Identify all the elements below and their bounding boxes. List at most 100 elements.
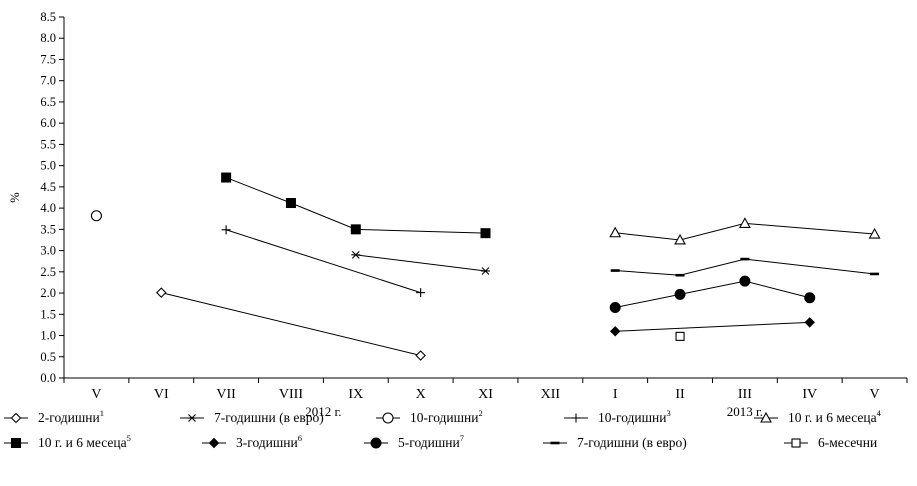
legend-label-text: 7-годишни (в евро)	[214, 410, 324, 425]
legend-label: 10 г. и 6 месеца4	[788, 408, 882, 425]
data-point	[760, 411, 772, 423]
x-tick-label: V	[91, 387, 101, 402]
series-line	[225, 229, 421, 294]
legend-item: 10 г. и 6 месеца5	[4, 433, 131, 450]
y-tick-label: 3.5	[40, 222, 56, 236]
legend-item: 10 г. и 6 месеца4	[754, 408, 882, 425]
y-tick-label: 6.0	[40, 116, 56, 130]
y-tick-label: 0.5	[40, 350, 56, 364]
y-tick-label: 4.5	[40, 180, 56, 194]
x-tick-label: IV	[802, 387, 817, 402]
legend-item: 10-годишни3	[564, 408, 671, 425]
y-tick-label: 8.5	[40, 10, 56, 24]
series-7	[609, 317, 815, 337]
data-point	[804, 292, 816, 304]
year-label: 2013 г.	[727, 404, 763, 419]
data-point	[221, 172, 232, 183]
y-tick-label: 1.0	[40, 329, 56, 343]
data-point	[221, 225, 231, 235]
x-tick-label: VI	[154, 387, 169, 402]
data-point	[416, 288, 426, 298]
legend-label-text: 3-годишни	[236, 435, 298, 450]
series-line	[615, 280, 810, 308]
star-stroke	[481, 267, 490, 275]
y-tick-label: 1.5	[40, 307, 56, 321]
legend-item: 3-годишни6	[202, 433, 302, 450]
series-4	[221, 225, 426, 298]
data-point	[610, 269, 620, 272]
data-point	[870, 272, 880, 276]
legend-footnote-mark: 7	[460, 433, 464, 443]
series-5	[609, 217, 881, 245]
y-tick-label: 2.5	[40, 265, 56, 279]
series-10	[675, 331, 685, 341]
y-tick-label: 0.0	[40, 371, 56, 385]
data-point	[740, 257, 750, 261]
data-point	[739, 275, 751, 287]
series-2	[351, 250, 490, 275]
data-point	[675, 331, 685, 341]
legend-label: 10-годишни3	[598, 408, 671, 425]
x-tick-label: X	[416, 387, 426, 402]
y-tick-label: 2.0	[40, 286, 56, 300]
series-8	[609, 275, 816, 313]
series-line	[615, 258, 875, 276]
data-point	[11, 438, 21, 448]
series-line	[161, 292, 421, 356]
data-point	[609, 326, 621, 337]
x-tick-label: XI	[478, 387, 493, 402]
series-line	[615, 222, 875, 241]
data-point	[382, 412, 394, 424]
y-tick-label: 6.5	[40, 95, 56, 109]
data-point	[550, 441, 560, 445]
legend-label: 2-годишни1	[38, 408, 104, 425]
data-point	[804, 317, 815, 328]
data-point	[155, 287, 167, 298]
y-tick-label: 7.5	[40, 52, 56, 66]
legend-label-text: 10-годишни	[410, 410, 479, 425]
legend-footnote-mark: 2	[479, 408, 483, 418]
legend-label: 3-годишни6	[236, 433, 302, 450]
axes: 0.0 0.5 1.0 1.5 2.0 2.5 3.0 3.5 4.0 4.5 5.0 5.5 6.0 6…	[8, 10, 908, 419]
legend-label: 7-годишни (в евро)	[577, 435, 687, 450]
series-6	[221, 172, 491, 239]
data-point	[609, 301, 621, 313]
legend-label: 7-годишни (в евро)	[214, 410, 324, 425]
star-stroke	[188, 414, 196, 422]
legend-label-text: 10-годишни	[598, 410, 667, 425]
legend-item: 5-годишни7	[364, 433, 464, 450]
legend-item: 10-годишни2	[376, 408, 483, 425]
data-point	[738, 217, 751, 228]
star-stroke	[351, 250, 360, 259]
legend-item: 7-годишни (в евро)	[180, 410, 324, 425]
data-point	[415, 350, 426, 361]
series-3	[90, 210, 102, 222]
y-tick-label: 5.0	[40, 159, 56, 173]
legend-label: 10 г. и 6 месеца5	[38, 433, 131, 450]
legend-label-text: 10 г. и 6 месеца	[788, 410, 877, 425]
legend-label: 5-годишни7	[398, 433, 464, 450]
legend-item: 2-годишни1	[4, 408, 104, 425]
data-point	[675, 273, 685, 277]
series-line	[355, 254, 486, 272]
x-tick-label: IX	[348, 387, 363, 402]
y-tick-label: 5.5	[40, 137, 56, 151]
data-point	[791, 438, 801, 448]
x-tick-label: VIII	[279, 387, 303, 402]
data-point	[480, 228, 491, 239]
data-point	[868, 227, 881, 239]
data-point	[571, 413, 581, 423]
series-1	[155, 287, 426, 361]
data-point	[674, 233, 686, 245]
legend-footnote-mark: 6	[298, 433, 302, 443]
y-tick-label: 4.0	[40, 201, 56, 215]
x-tick-label: II	[675, 387, 685, 402]
y-tick-label: 7.0	[40, 74, 56, 88]
series-line	[225, 177, 486, 234]
year-label: 2012 г.	[305, 404, 341, 419]
data-point	[351, 250, 361, 259]
legend-label-text: 5-годишни	[398, 435, 460, 450]
x-tick-label: I	[613, 387, 618, 402]
